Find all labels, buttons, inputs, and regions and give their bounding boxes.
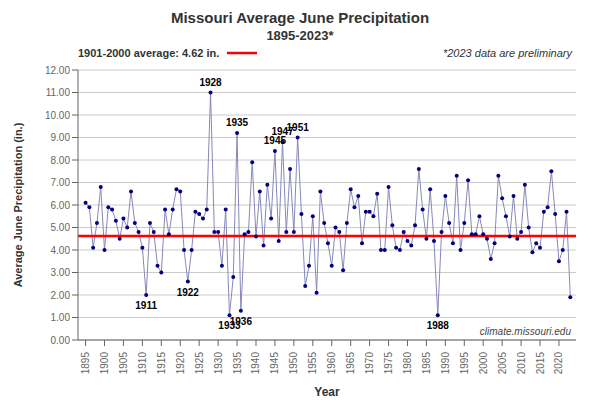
html-text:Missouri Average June Precipit: Missouri Average June Precipitation xyxy=(170,9,430,26)
svg-text:1.00: 1.00 xyxy=(51,312,71,323)
svg-text:1920: 1920 xyxy=(175,352,186,375)
svg-text:1950: 1950 xyxy=(288,352,299,375)
svg-text:1895: 1895 xyxy=(80,352,91,375)
svg-text:7.00: 7.00 xyxy=(51,177,71,188)
svg-text:1910: 1910 xyxy=(137,352,148,375)
svg-text:1936: 1936 xyxy=(230,316,253,327)
svg-text:1955: 1955 xyxy=(307,352,318,375)
svg-text:12.00: 12.00 xyxy=(45,65,70,76)
svg-text:1928: 1928 xyxy=(199,77,222,88)
svg-text:4.00: 4.00 xyxy=(51,245,71,256)
svg-text:9.00: 9.00 xyxy=(51,132,71,143)
svg-text:1985: 1985 xyxy=(421,352,432,375)
svg-text:1940: 1940 xyxy=(250,352,261,375)
svg-text:2010: 2010 xyxy=(516,352,527,375)
svg-text:1988: 1988 xyxy=(427,320,450,331)
svg-text:1945: 1945 xyxy=(263,135,287,146)
html-text:1901-2000 average: 4.62 in.: 1901-2000 average: 4.62 in. xyxy=(78,47,220,59)
svg-text:Year: Year xyxy=(314,385,340,399)
svg-text:1995: 1995 xyxy=(459,352,470,375)
svg-text:Average June Precipitation (in: Average June Precipitation (in.) xyxy=(12,122,24,287)
svg-text:1975: 1975 xyxy=(383,352,394,375)
svg-text:1945: 1945 xyxy=(269,352,280,375)
svg-text:1990: 1990 xyxy=(440,352,451,375)
svg-text:1900: 1900 xyxy=(99,352,110,375)
svg-text:1905: 1905 xyxy=(118,352,129,375)
svg-text:10.00: 10.00 xyxy=(45,110,70,121)
svg-text:2015: 2015 xyxy=(535,352,546,375)
svg-text:2005: 2005 xyxy=(497,352,508,375)
svg-text:climate.missouri.edu: climate.missouri.edu xyxy=(480,326,572,337)
svg-text:1965: 1965 xyxy=(345,352,356,375)
svg-text:3.00: 3.00 xyxy=(51,267,71,278)
svg-text:0.00: 0.00 xyxy=(51,335,71,346)
svg-text:2.00: 2.00 xyxy=(51,290,71,301)
svg-text:1935: 1935 xyxy=(226,117,249,128)
svg-text:2020: 2020 xyxy=(553,352,564,375)
svg-text:6.00: 6.00 xyxy=(51,200,71,211)
svg-text:1980: 1980 xyxy=(402,352,413,375)
svg-text:5.00: 5.00 xyxy=(51,222,71,233)
svg-text:1911: 1911 xyxy=(135,300,157,311)
svg-text:1915: 1915 xyxy=(156,352,167,375)
svg-text:1925: 1925 xyxy=(194,352,205,375)
svg-text:2000: 2000 xyxy=(478,352,489,375)
svg-text:1970: 1970 xyxy=(364,352,375,375)
svg-text:1922: 1922 xyxy=(177,287,200,298)
svg-text:1947: 1947 xyxy=(271,126,294,137)
html-text:1895-2023*: 1895-2023* xyxy=(266,28,334,43)
svg-text:1951: 1951 xyxy=(287,122,310,133)
html-text:*2023 data are preliminary: *2023 data are preliminary xyxy=(443,47,572,59)
svg-text:1960: 1960 xyxy=(326,352,337,375)
svg-text:11.00: 11.00 xyxy=(46,87,71,98)
svg-text:8.00: 8.00 xyxy=(51,155,71,166)
svg-text:1930: 1930 xyxy=(213,352,224,375)
svg-text:1935: 1935 xyxy=(232,352,243,375)
